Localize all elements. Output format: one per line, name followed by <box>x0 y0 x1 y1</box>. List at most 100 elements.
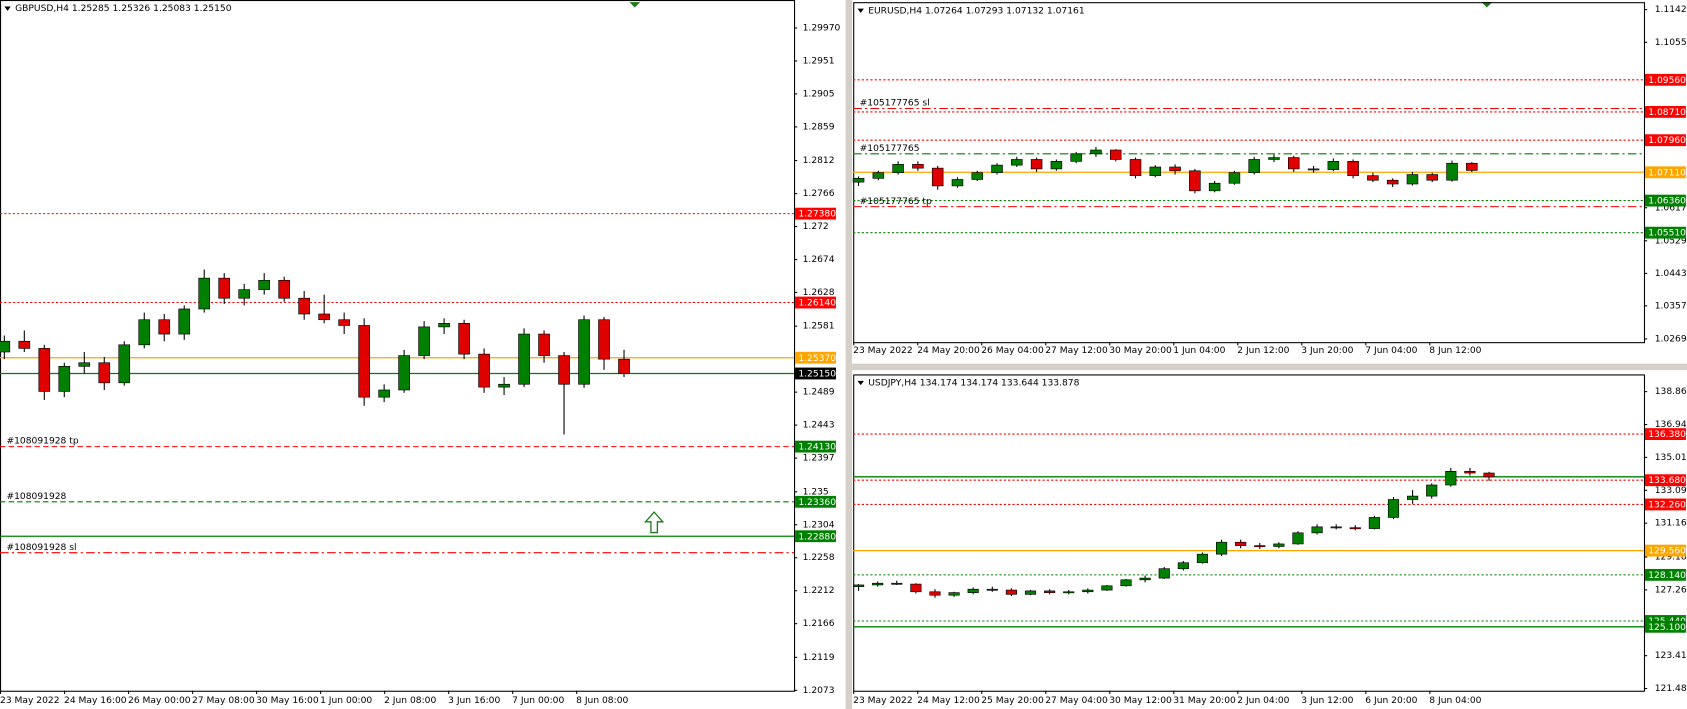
x-tick-label: 3 Jun 20:00 <box>1301 346 1353 356</box>
x-tick-label: 25 May 20:00 <box>981 696 1044 706</box>
title-marker <box>4 6 11 11</box>
candle-body <box>418 326 430 356</box>
candle-body <box>378 389 390 398</box>
price-box-label: 1.22880 <box>798 532 836 542</box>
candle-body <box>1044 590 1056 593</box>
y-tick-label: 127.260 <box>1655 585 1687 595</box>
candle-body <box>18 340 31 349</box>
price-box-label: 136.380 <box>1648 430 1686 440</box>
y-tick-label: 1.2812 <box>803 156 835 166</box>
candle-body <box>1030 159 1043 170</box>
splitter <box>852 363 1687 371</box>
candle-body <box>929 591 941 596</box>
price-box <box>1645 544 1686 557</box>
candle-body <box>398 355 410 391</box>
candle-body <box>1050 161 1063 170</box>
y-tick-label: 1.2119 <box>803 653 835 663</box>
x-tick-label: 24 May 20:00 <box>917 346 980 356</box>
candle-body <box>1466 162 1478 171</box>
candle-body <box>1254 545 1266 548</box>
candle-body <box>1387 499 1400 518</box>
candle-body <box>1273 543 1285 547</box>
x-tick-label: 8 Jun 04:00 <box>1429 696 1481 706</box>
price-box-label: 1.09560 <box>1648 76 1686 86</box>
price-box <box>1645 194 1686 207</box>
price-box <box>795 440 836 453</box>
x-tick-label: 24 May 16:00 <box>64 696 127 706</box>
x-tick-label: 31 May 20:00 <box>1173 696 1236 706</box>
candle-body <box>1196 553 1209 564</box>
x-tick-label: 26 May 04:00 <box>981 346 1044 356</box>
candle-body <box>0 340 11 353</box>
y-tick-label: 1.2951 <box>803 56 835 66</box>
price-box-label: 1.07960 <box>1648 136 1686 146</box>
y-tick-label: 1.05295 <box>1655 236 1687 246</box>
candle-body <box>1248 159 1260 173</box>
candle-body <box>931 167 944 187</box>
candle-body <box>518 333 530 385</box>
candle-body <box>358 325 370 398</box>
candle-body <box>1149 166 1162 177</box>
candle-body <box>852 584 865 587</box>
candle-body <box>1109 149 1122 160</box>
y-tick-label: 1.2581 <box>803 322 835 332</box>
x-tick-label: 6 Jun 20:00 <box>1365 696 1417 706</box>
x-tick-label: 3 Jun 16:00 <box>448 696 500 706</box>
y-tick-label: 1.2166 <box>803 619 835 629</box>
y-tick-label: 138.865 <box>1655 387 1687 397</box>
price-box-label: 1.25370 <box>798 354 836 364</box>
price-box <box>795 296 836 309</box>
candle-body <box>1464 471 1476 474</box>
y-tick-label: 1.2073 <box>803 686 835 696</box>
candle-body <box>1228 172 1241 184</box>
candle-body <box>852 178 865 183</box>
price-box <box>1645 620 1686 633</box>
chart-title: USDJPY,H4 134.174 134.174 133.644 133.87… <box>868 379 1079 389</box>
x-tick-label: 30 May 20:00 <box>1109 346 1172 356</box>
order-note: #105177765 tp <box>860 197 932 207</box>
price-box-label: 125.100 <box>1648 623 1686 633</box>
candle-body <box>951 179 964 187</box>
x-tick-label: 24 May 12:00 <box>917 696 980 706</box>
chart-title: EURUSD,H4 1.07264 1.07293 1.07132 1.0716… <box>868 6 1084 16</box>
price-box <box>795 351 836 364</box>
candle-body <box>1327 161 1340 170</box>
candle-body <box>1307 168 1320 171</box>
y-tick-label: 1.2859 <box>803 122 835 132</box>
candle-body <box>238 289 251 299</box>
candle-body <box>1177 562 1189 570</box>
y-tick-label: 1.02695 <box>1655 334 1687 344</box>
candle-body <box>1288 157 1300 170</box>
candle-body <box>1330 526 1342 529</box>
plot-frame <box>853 374 1646 692</box>
candle-body <box>498 383 510 388</box>
candle-body <box>1311 526 1323 534</box>
candle-body <box>1367 175 1379 181</box>
candle-body <box>1215 541 1228 555</box>
price-box-label: 1.26140 <box>798 299 836 309</box>
candle-body <box>1446 162 1458 181</box>
y-tick-label: 121.485 <box>1655 684 1687 694</box>
price-box <box>795 495 836 508</box>
price-box <box>795 207 836 220</box>
x-tick-label: 2 Jun 08:00 <box>384 696 436 706</box>
candle-body <box>538 333 550 356</box>
x-tick-label: 26 May 00:00 <box>128 696 191 706</box>
candle-body <box>1158 568 1170 579</box>
x-tick-label: 2 Jun 04:00 <box>1237 696 1289 706</box>
candle-body <box>1407 495 1419 500</box>
chart-title: GBPUSD,H4 1.25285 1.25326 1.25083 1.2515… <box>15 4 232 14</box>
y-tick-label: 1.272 <box>803 222 829 232</box>
shift-marker <box>629 2 641 8</box>
candle-body <box>598 319 610 360</box>
x-tick-label: 30 May 16:00 <box>256 696 319 706</box>
candle-body <box>38 348 51 392</box>
price-box-label: 129.560 <box>1648 547 1686 557</box>
price-box-label: 1.05510 <box>1648 229 1686 239</box>
candle-body <box>1082 589 1094 593</box>
candle-body <box>1011 159 1023 166</box>
price-box <box>1645 568 1686 581</box>
price-box-label: 1.06360 <box>1648 197 1686 207</box>
candle-body <box>872 172 885 179</box>
price-box <box>1645 105 1686 118</box>
